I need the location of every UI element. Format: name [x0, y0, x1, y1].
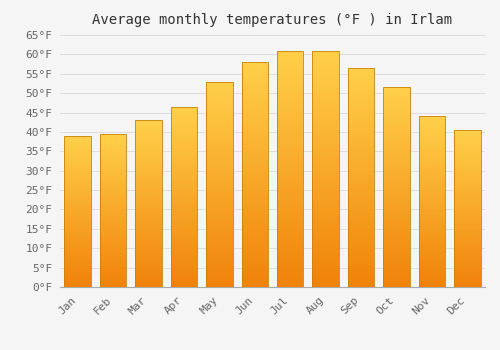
Bar	[454, 130, 480, 287]
Bar	[277, 50, 303, 287]
Bar	[206, 82, 233, 287]
Bar	[383, 88, 409, 287]
Bar	[242, 62, 268, 287]
Bar	[100, 134, 126, 287]
Bar	[64, 136, 91, 287]
Bar	[170, 107, 197, 287]
Bar	[136, 120, 162, 287]
Title: Average monthly temperatures (°F ) in Irlam: Average monthly temperatures (°F ) in Ir…	[92, 13, 452, 27]
Bar	[312, 50, 339, 287]
Bar	[418, 117, 445, 287]
Bar	[348, 68, 374, 287]
